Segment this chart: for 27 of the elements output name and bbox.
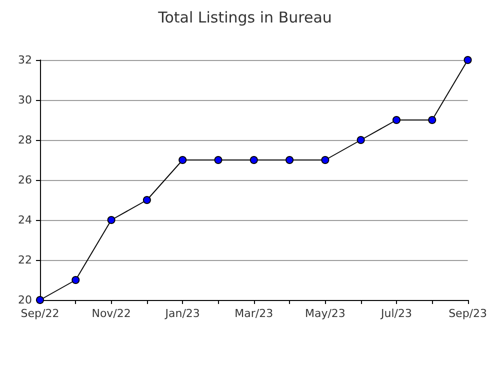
chart-title: Total Listings in Bureau bbox=[157, 8, 332, 26]
point bbox=[72, 276, 80, 284]
x-tick-label: Sep/23 bbox=[448, 307, 487, 320]
y-tick-label: 32 bbox=[18, 54, 32, 66]
point bbox=[321, 156, 330, 164]
x-tick-label: May/23 bbox=[304, 307, 346, 320]
y-tick-label: 26 bbox=[18, 174, 32, 186]
x-tick-label: Jul/23 bbox=[380, 307, 412, 320]
point bbox=[250, 156, 258, 164]
point bbox=[356, 136, 365, 144]
x-tick-label: Mar/23 bbox=[234, 307, 274, 320]
point bbox=[142, 196, 151, 204]
y-tick-label: 30 bbox=[18, 94, 32, 106]
point bbox=[286, 156, 294, 164]
x-tick-label: Nov/22 bbox=[92, 307, 131, 320]
y-tick-label: 22 bbox=[18, 254, 32, 266]
point bbox=[464, 56, 472, 64]
point bbox=[178, 156, 187, 164]
point bbox=[392, 116, 400, 124]
y-tick-label: 24 bbox=[18, 214, 32, 226]
x-tick-label: Sep/22 bbox=[20, 307, 60, 320]
y-tick-label: 28 bbox=[18, 134, 32, 146]
point bbox=[214, 156, 222, 164]
x-tick-label: Jan/23 bbox=[164, 307, 200, 320]
y-tick-label: 20 bbox=[18, 294, 32, 306]
point bbox=[107, 216, 116, 224]
point bbox=[428, 116, 436, 124]
